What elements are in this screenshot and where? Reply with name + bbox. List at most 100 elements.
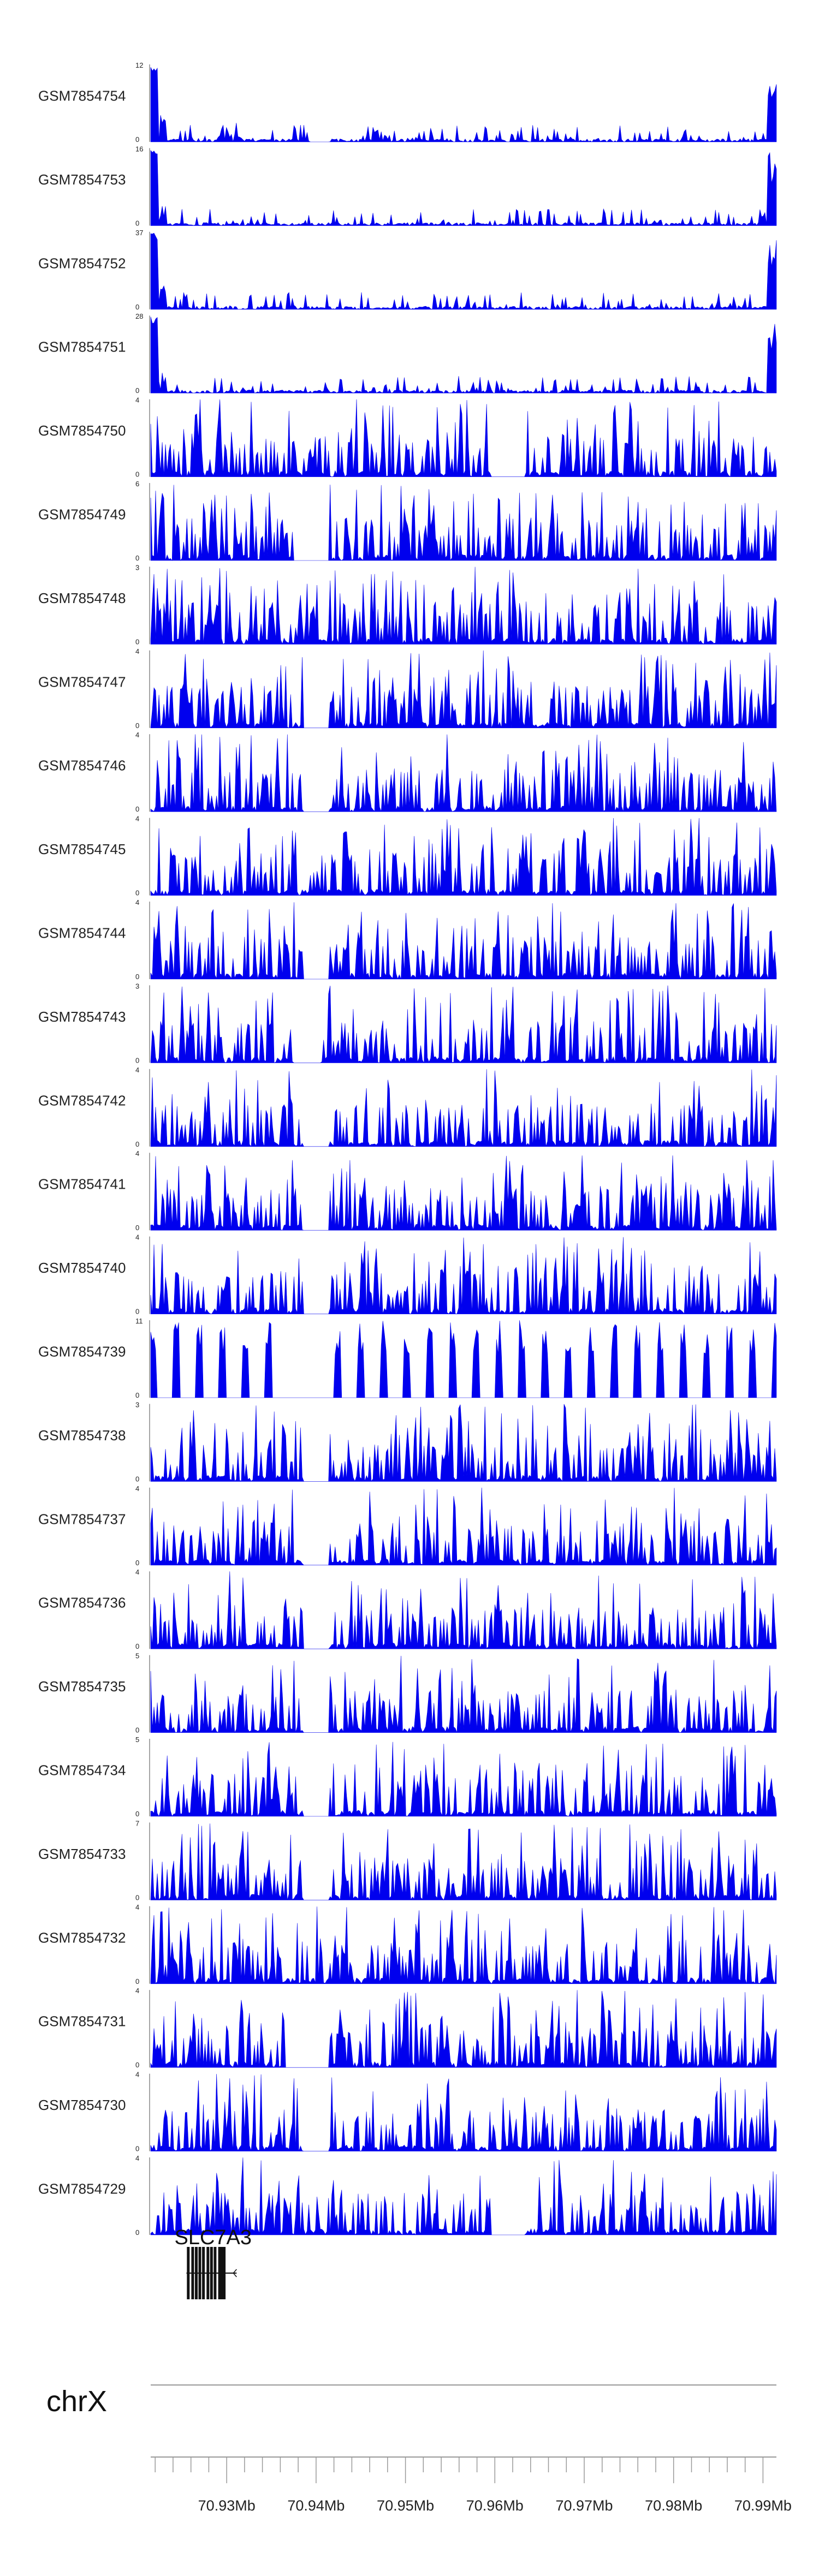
track-ymin-label: 0 <box>135 1140 139 1148</box>
chromosome-label: chrX <box>46 2385 107 2418</box>
x-axis-ticks <box>155 2457 764 2483</box>
track-label: GSM7854734 <box>38 1762 126 1779</box>
track-ymin-label: 0 <box>135 1056 139 1064</box>
coverage-area <box>150 902 777 980</box>
track-label: GSM7854731 <box>38 2013 126 2030</box>
track-label: GSM7854743 <box>38 1009 126 1025</box>
gene-exon <box>202 2247 205 2299</box>
track-ymin-label: 0 <box>135 219 139 227</box>
gene-label: SLC7A3 <box>174 2226 252 2249</box>
track-ymin-label: 0 <box>135 2061 139 2069</box>
track-label: GSM7854754 <box>38 88 126 104</box>
track-ymin-label: 0 <box>135 637 139 646</box>
x-axis-tick-label: 70.98Mb <box>645 2497 702 2514</box>
coverage-area <box>150 2157 777 2235</box>
track-ymin-label: 0 <box>135 303 139 311</box>
track-ymax-label: 3 <box>135 982 139 990</box>
coverage-track-GSM7854743: GSM7854743 3 0 <box>38 982 777 1064</box>
gene-exon <box>221 2247 226 2299</box>
track-ymax-label: 12 <box>135 61 143 69</box>
track-label: GSM7854753 <box>38 171 126 188</box>
coverage-track-GSM7854738: GSM7854738 3 0 <box>38 1400 777 1483</box>
track-ymax-label: 4 <box>135 1987 139 1995</box>
x-axis-tick-labels: 70.93Mb 70.94Mb 70.95Mb 70.96Mb 70.97Mb 70.98… <box>198 2497 792 2514</box>
coverage-area <box>150 1404 777 1482</box>
strand-arrow <box>233 2269 237 2277</box>
track-label: GSM7854737 <box>38 1511 126 1527</box>
track-label: GSM7854745 <box>38 841 126 857</box>
track-ymin-label: 0 <box>135 1642 139 1650</box>
track-ymax-label: 4 <box>135 2071 139 2079</box>
track-ymin-label: 0 <box>135 1726 139 1734</box>
track-label: GSM7854746 <box>38 758 126 774</box>
coverage-area <box>150 1155 777 1231</box>
track-ymax-label: 5 <box>135 1652 139 1660</box>
coverage-area <box>150 232 777 310</box>
track-ymax-label: 37 <box>135 229 143 237</box>
track-ymin-label: 0 <box>135 554 139 562</box>
track-ymin-label: 0 <box>135 1224 139 1232</box>
coverage-track-GSM7854730: GSM7854730 4 0 <box>38 2071 777 2153</box>
gene-exon <box>213 2247 217 2299</box>
coverage-area <box>150 399 777 478</box>
coverage-area <box>150 1906 777 1984</box>
coverage-track-GSM7854737: GSM7854737 4 0 <box>38 1484 777 1567</box>
coverage-track-GSM7854745: GSM7854745 4 0 <box>38 815 777 897</box>
gene-exon <box>187 2247 190 2299</box>
track-ymin-label: 0 <box>135 721 139 730</box>
coverage-track-GSM7854748: GSM7854748 3 0 <box>38 563 777 646</box>
track-ymin-label: 0 <box>135 135 139 144</box>
track-ymax-label: 28 <box>135 312 143 320</box>
track-ymax-label: 4 <box>135 731 139 739</box>
track-label: GSM7854729 <box>38 2181 126 2197</box>
coverage-track-GSM7854751: GSM7854751 28 0 <box>38 312 777 395</box>
coverage-tracks: GSM7854754120GSM7854753160GSM7854752370G… <box>38 61 777 2237</box>
coverage-area <box>150 1237 777 1314</box>
track-ymax-label: 4 <box>135 396 139 404</box>
track-ymax-label: 4 <box>135 1568 139 1576</box>
track-label: GSM7854740 <box>38 1260 126 1276</box>
gene-exon <box>198 2247 201 2299</box>
coverage-track-GSM7854753: GSM7854753 16 0 <box>38 145 777 227</box>
coverage-area <box>150 650 777 729</box>
track-label: GSM7854744 <box>38 925 126 941</box>
track-label: GSM7854736 <box>38 1595 126 1611</box>
coverage-area <box>150 1069 777 1147</box>
track-label: GSM7854738 <box>38 1427 126 1444</box>
track-label: GSM7854742 <box>38 1092 126 1108</box>
track-ymax-label: 4 <box>135 1066 139 1074</box>
track-ymin-label: 0 <box>135 1475 139 1483</box>
x-axis-tick-label: 70.93Mb <box>198 2497 256 2514</box>
coverage-track-GSM7854733: GSM7854733 7 0 <box>38 1819 777 1901</box>
chromosome-axis: chrX 70.93Mb 70.94Mb 70.95Mb 70.96Mb 70.97Mb… <box>46 2384 792 2514</box>
track-label: GSM7854739 <box>38 1344 126 1360</box>
track-label: GSM7854750 <box>38 422 126 439</box>
track-ymax-label: 4 <box>135 815 139 823</box>
gene-exons <box>187 2247 226 2299</box>
track-ymin-label: 0 <box>135 889 139 897</box>
track-ymin-label: 0 <box>135 1893 139 1901</box>
x-axis-tick-label: 70.96Mb <box>466 2497 524 2514</box>
gene-exon <box>206 2247 210 2299</box>
coverage-track-GSM7854736: GSM7854736 4 0 <box>38 1568 777 1650</box>
track-ymax-label: 4 <box>135 1149 139 1158</box>
coverage-track-GSM7854732: GSM7854732 4 0 <box>38 1903 777 1985</box>
track-ymax-label: 3 <box>135 1400 139 1409</box>
gene-exon <box>210 2247 213 2299</box>
coverage-area <box>150 150 777 226</box>
coverage-track-GSM7854739: GSM7854739 11 0 <box>38 1317 777 1399</box>
track-ymin-label: 0 <box>135 386 139 395</box>
x-axis-tick-label: 70.99Mb <box>734 2497 792 2514</box>
coverage-area <box>150 1320 777 1398</box>
track-ymin-label: 0 <box>135 1308 139 1316</box>
track-ymax-label: 4 <box>135 1484 139 1493</box>
track-ymin-label: 0 <box>135 470 139 479</box>
track-ymin-label: 0 <box>135 2228 139 2237</box>
track-ymax-label: 6 <box>135 480 139 488</box>
track-label: GSM7854747 <box>38 673 126 690</box>
coverage-area <box>150 485 777 561</box>
coverage-track-GSM7854731: GSM7854731 4 0 <box>38 1987 777 2069</box>
track-ymax-label: 7 <box>135 1819 139 1827</box>
track-label: GSM7854751 <box>38 339 126 355</box>
